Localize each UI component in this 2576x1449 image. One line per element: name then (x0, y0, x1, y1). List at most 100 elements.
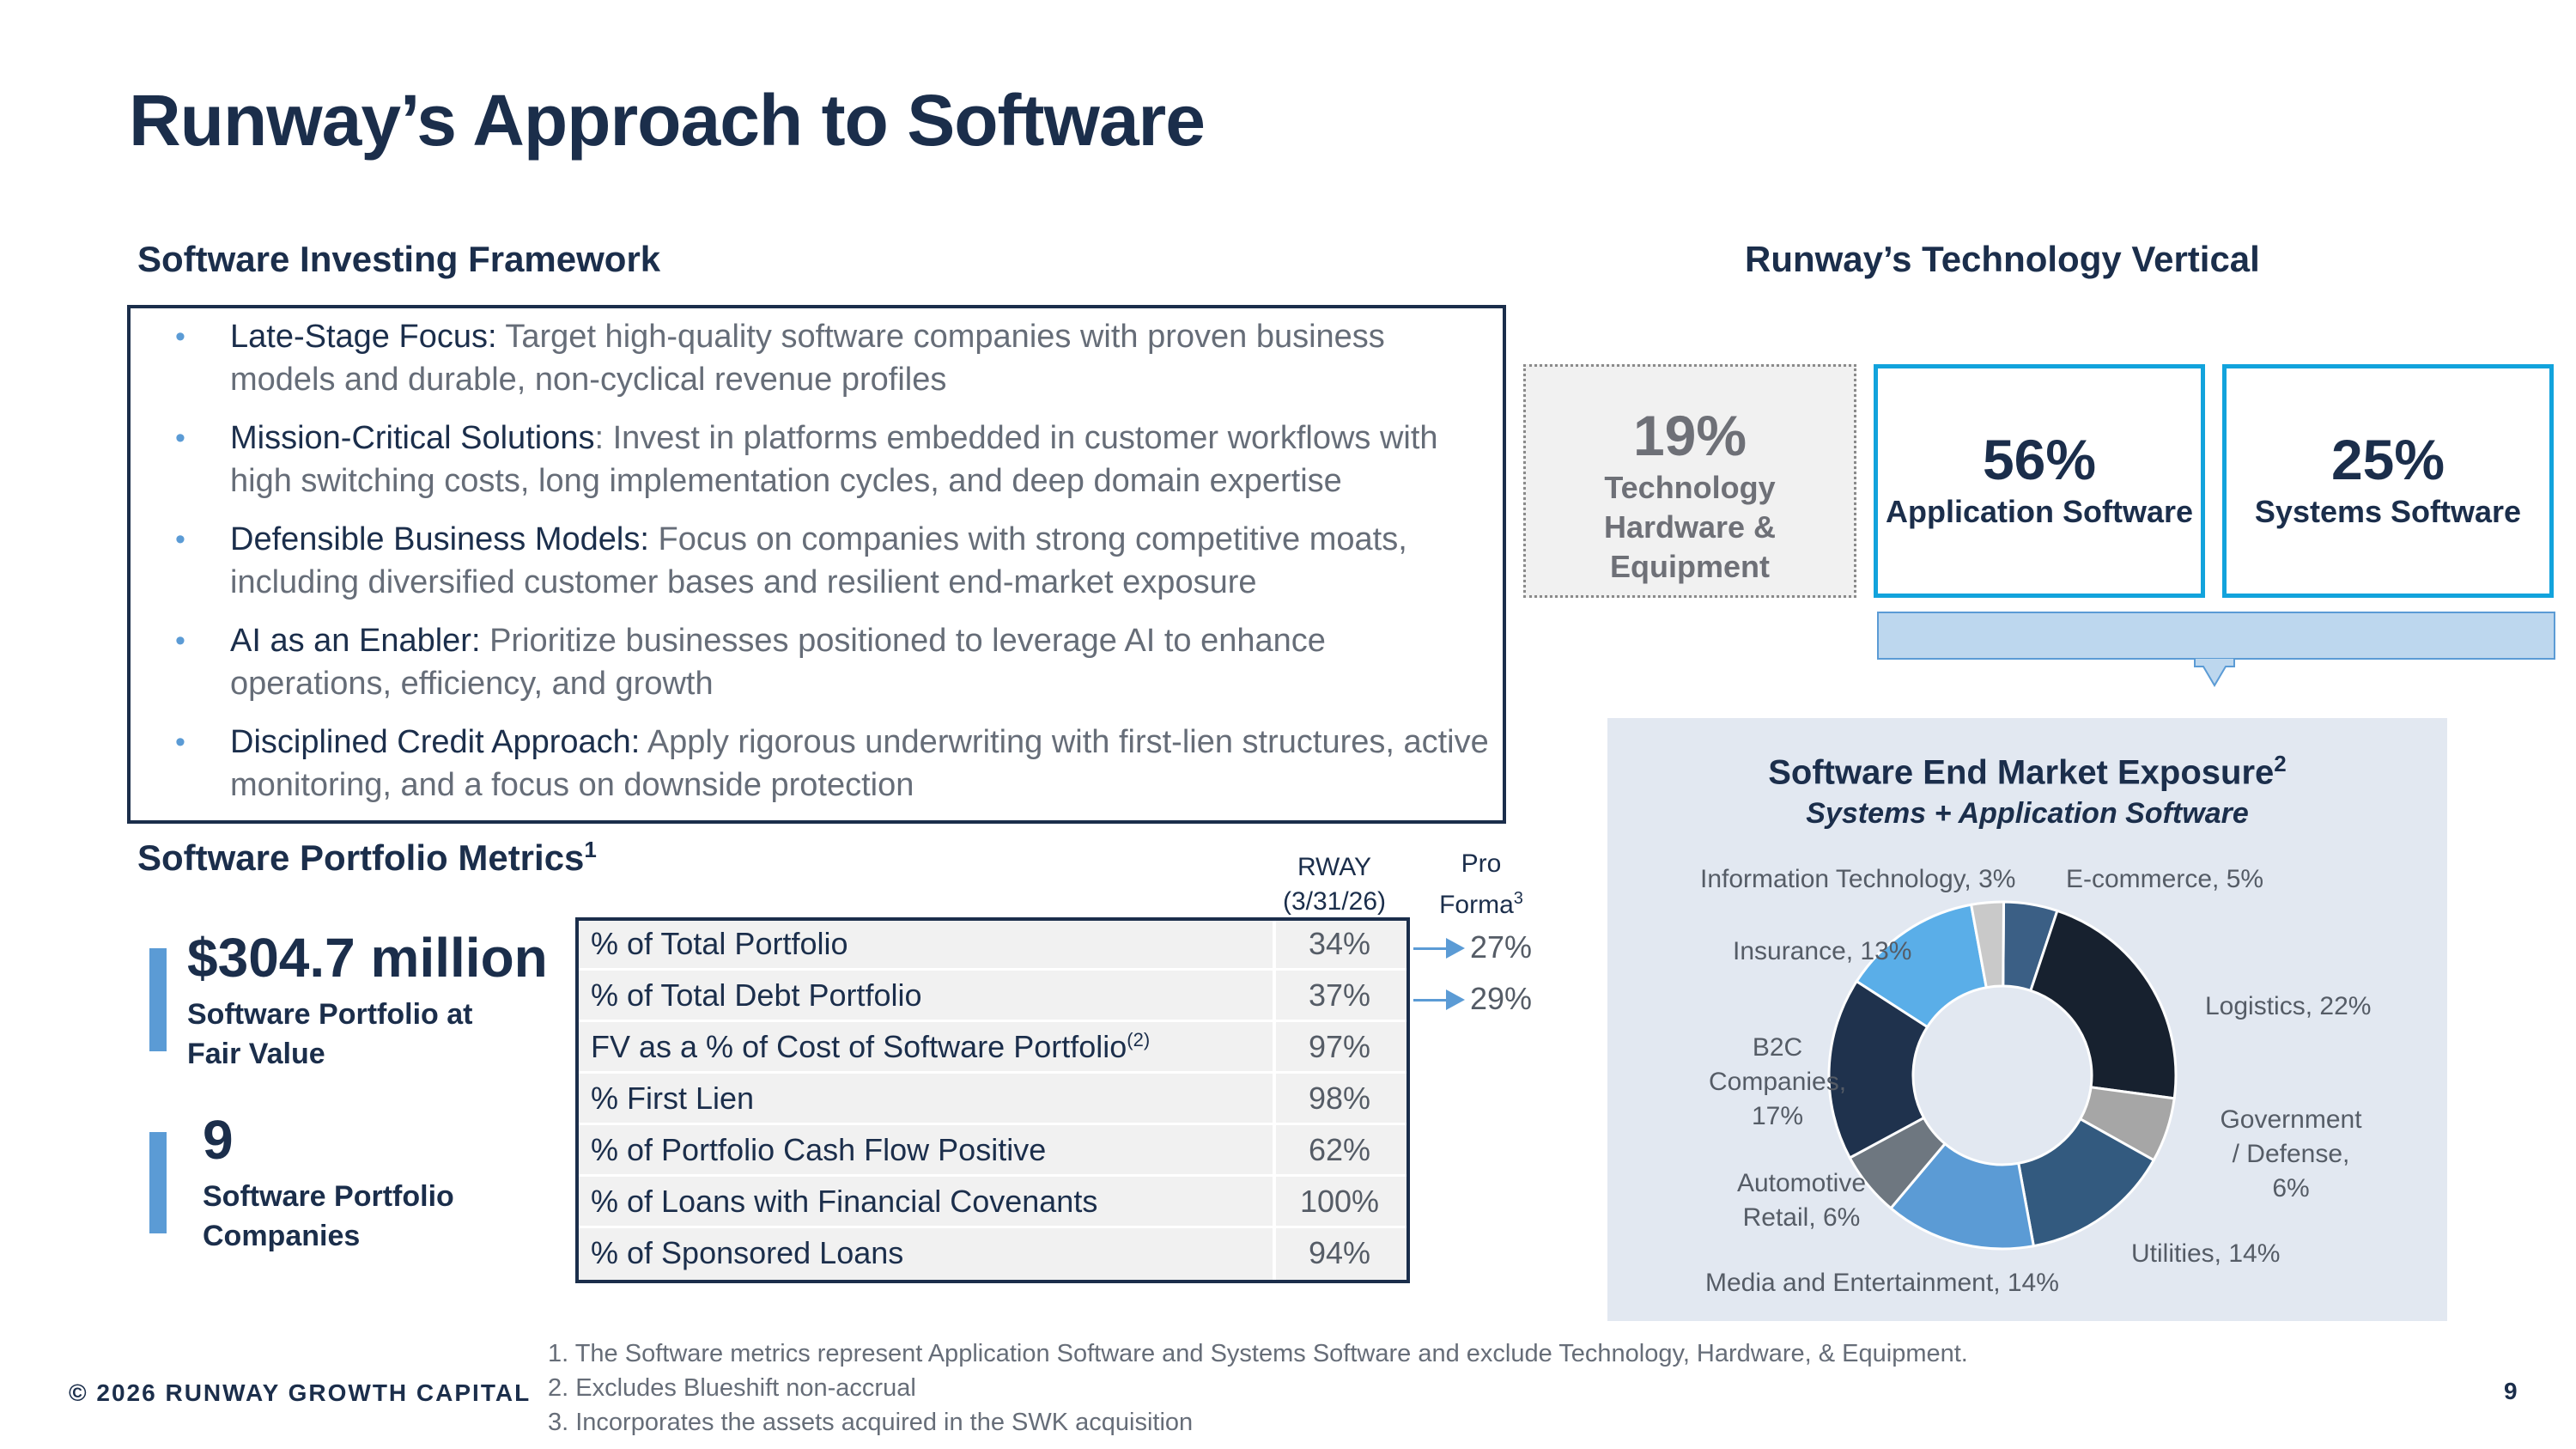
row-value: 62% (1308, 1132, 1371, 1167)
vertical-label: Application Software (1885, 494, 2194, 529)
vertical-label: Systems Software (2254, 494, 2522, 529)
table-row: % of Loans with Financial Covenants 100% (579, 1178, 1406, 1228)
vertical-heading: Runway’s Technology Vertical (1745, 239, 2260, 279)
bullet-dot-icon: • (175, 726, 185, 758)
chevron-down-icon (2194, 658, 2235, 687)
bullet-text: Prioritize businesses positioned to leve… (230, 623, 1326, 702)
kpi-accent-bar (149, 948, 167, 1051)
bullet-text: Target high-quality software companies w… (230, 319, 1385, 398)
table-row: % First Lien 98% (579, 1075, 1406, 1125)
table-row: % of Portfolio Cash Flow Positive 62% (579, 1127, 1406, 1177)
bullet-lead: Mission-Critical Solutions (230, 420, 595, 456)
kpi-accent-bar (149, 1132, 167, 1233)
framework-bullet: • Mission-Critical Solutions: Invest in … (175, 417, 1484, 502)
column-header-proforma-sup: 3 (1513, 889, 1523, 908)
kpi-fair-value: $304.7 million (187, 927, 548, 989)
footnote: 2. Excludes Blueshift non-accrual (548, 1374, 916, 1402)
vertical-pct: 19% (1632, 404, 1747, 467)
table-row: % of Sponsored Loans 94% (579, 1230, 1406, 1280)
row-value: 34% (1308, 926, 1371, 961)
kpi-company-count: 9 (203, 1109, 234, 1171)
row-label: FV as a % of Cost of Software Portfolio(… (591, 1029, 1151, 1064)
chart-title-sup: 2 (2274, 751, 2287, 776)
slice-label-information-technology: Information Technology, 3% (1700, 865, 2016, 893)
row-label: % of Total Debt Portfolio (591, 977, 922, 1013)
bullet-text: : Invest in platforms embedded in custom… (230, 420, 1438, 499)
slice-label-e-commerce: E-commerce, 5% (2066, 865, 2264, 893)
proforma-arrow-line (1413, 999, 1448, 1002)
arrow-right-icon (1446, 938, 1465, 959)
slice-media-and-entertainment (1888, 1142, 2036, 1251)
bullet-lead: Disciplined Credit Approach: (230, 724, 641, 760)
chart-title: Software End Market Exposure2 (1607, 751, 2447, 792)
metrics-heading: Software Portfolio Metrics1 (137, 837, 597, 879)
row-value: 37% (1308, 977, 1371, 1013)
slice-label-logistics: Logistics, 22% (2205, 992, 2372, 1020)
framework-bullet: • Defensible Business Models: Focus on c… (175, 518, 1484, 604)
page-title: Runway’s Approach to Software (129, 80, 1206, 161)
slice-information-technology (1969, 900, 2006, 989)
row-label: % of Total Portfolio (591, 926, 848, 961)
row-value: 98% (1308, 1081, 1371, 1116)
row-value: 94% (1308, 1235, 1371, 1270)
bullet-dot-icon: • (175, 624, 185, 657)
software-bracket-bar (1877, 612, 2555, 660)
framework-heading: Software Investing Framework (137, 239, 661, 279)
slice-label-automotive: Automotive Retail, 6% (1736, 1169, 1867, 1232)
row-label: % of Sponsored Loans (591, 1235, 904, 1270)
footnote: 3. Incorporates the assets acquired in t… (548, 1409, 1194, 1436)
proforma-value: 27% (1470, 929, 1533, 965)
vertical-box-systems: 25% Systems Software (2222, 364, 2554, 598)
column-header-proforma-text: Pro Forma (1439, 849, 1514, 919)
chart-panel: Software End Market Exposure2 Systems + … (1607, 718, 2447, 1321)
vertical-pct: 25% (2330, 428, 2445, 491)
row-value: 97% (1308, 1029, 1371, 1064)
donut-chart (1827, 900, 2178, 1251)
slice-b2c-companies (1827, 979, 1929, 1160)
bullet-lead: AI as an Enabler: (230, 623, 481, 659)
bullet-text: Apply rigorous underwriting with first-l… (230, 724, 1489, 803)
arrow-right-icon (1446, 989, 1465, 1010)
footnote: 1. The Software metrics represent Applic… (548, 1340, 1968, 1367)
copyright: © 2026 RUNWAY GROWTH CAPITAL (69, 1379, 532, 1406)
page-number: 9 (2504, 1378, 2518, 1404)
bullet-lead: Defensible Business Models: (230, 521, 649, 557)
table-row: % of Total Portfolio 34% (579, 921, 1406, 971)
bullet-lead: Late-Stage Focus: (230, 319, 497, 355)
table-row: % of Total Debt Portfolio 37% (579, 972, 1406, 1022)
vertical-pct: 56% (1982, 428, 2097, 491)
vertical-box-application: 56% Application Software (1874, 364, 2205, 598)
slice-label-media: Media and Entertainment, 14% (1705, 1269, 2059, 1297)
table-row: FV as a % of Cost of Software Portfolio(… (579, 1024, 1406, 1074)
bullet-dot-icon: • (175, 523, 185, 556)
metrics-heading-text: Software Portfolio Metrics (137, 837, 585, 878)
slice-label-government: Government / Defense, 6% (2220, 1105, 2362, 1202)
chart-title-text: Software End Market Exposure (1768, 753, 2275, 792)
metrics-table: % of Total Portfolio 34% % of Total Debt… (575, 917, 1410, 1283)
kpi-fair-value-label: Software Portfolio at Fair Value (187, 998, 473, 1070)
proforma-value: 29% (1470, 981, 1533, 1016)
framework-box: • Late-Stage Focus: Target high-quality … (127, 305, 1506, 824)
row-label: % of Portfolio Cash Flow Positive (591, 1132, 1047, 1167)
bullet-dot-icon: • (175, 422, 185, 454)
framework-bullet: • Late-Stage Focus: Target high-quality … (175, 315, 1484, 401)
column-header-rway: RWAY (3/31/26) (1282, 853, 1387, 916)
row-value: 100% (1299, 1184, 1380, 1219)
framework-bullet: • Disciplined Credit Approach: Apply rig… (175, 721, 1489, 807)
row-label: % of Loans with Financial Covenants (591, 1184, 1098, 1219)
table-column-divider (1273, 921, 1276, 1280)
bullet-text: Focus on companies with strong competiti… (230, 521, 1407, 600)
column-header-proforma: Pro Forma3 (1425, 847, 1537, 922)
vertical-box-hardware: 19% Technology Hardware & Equipment (1523, 364, 1856, 598)
row-label: % First Lien (591, 1081, 755, 1116)
metrics-heading-sup: 1 (584, 837, 597, 862)
vertical-label: Technology Hardware & Equipment (1603, 470, 1777, 584)
bullet-dot-icon: • (175, 320, 185, 353)
proforma-arrow-line (1413, 947, 1448, 950)
slice-logistics (2028, 909, 2178, 1100)
slice-utilities (2016, 1117, 2156, 1248)
chart-subtitle: Systems + Application Software (1806, 797, 2249, 830)
framework-bullet: • AI as an Enabler: Prioritize businesse… (175, 619, 1484, 705)
slice-label-insurance: Insurance, 13% (1733, 937, 1912, 965)
slice-label-b2c: B2C Companies, 17% (1709, 1033, 1847, 1130)
